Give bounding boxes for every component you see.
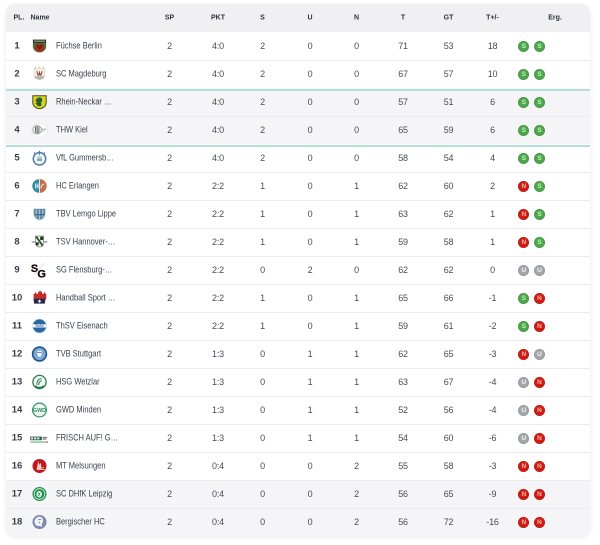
svg-text:GWD: GWD (33, 408, 46, 414)
svg-text:S: S (31, 263, 38, 275)
svg-text:ThSV: ThSV (35, 324, 44, 328)
svg-text:G: G (37, 269, 46, 279)
